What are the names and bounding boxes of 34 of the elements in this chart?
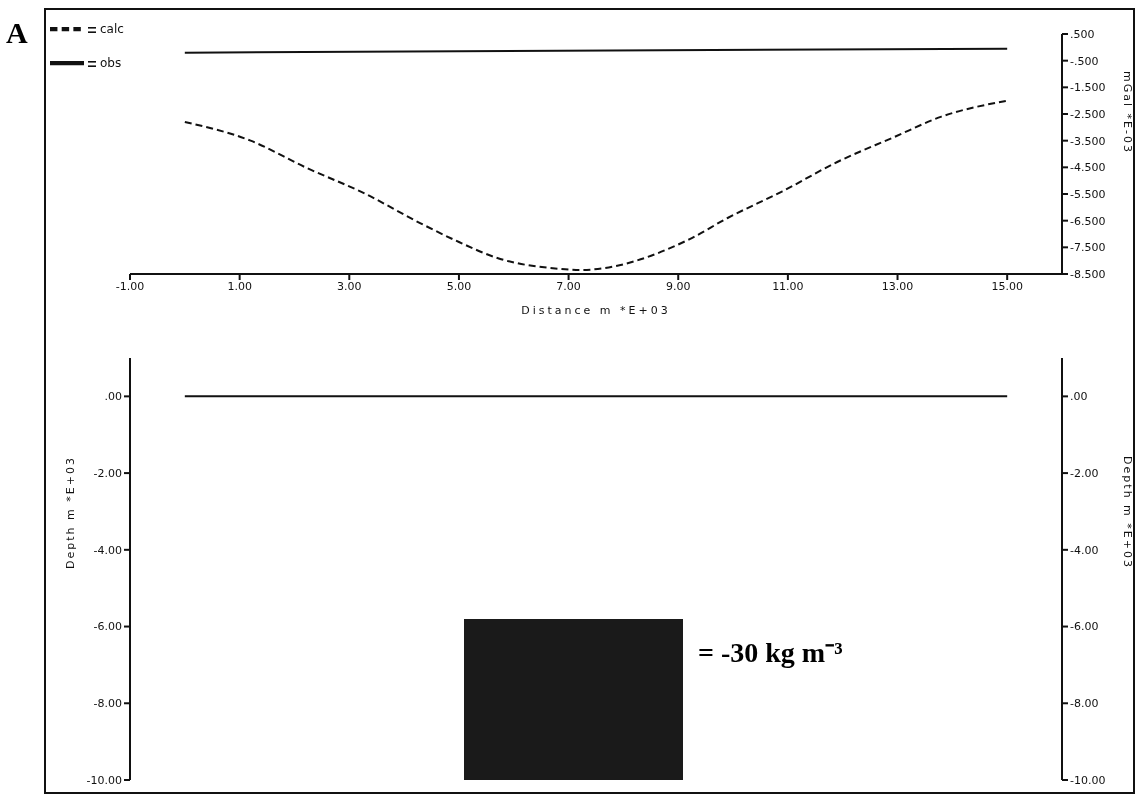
legend-label: calc	[99, 21, 124, 36]
y-tick-label: -10.00	[86, 773, 122, 787]
x-tick-label: 13.00	[881, 279, 914, 293]
text: A	[6, 16, 28, 50]
x-tick-label: 11.00	[772, 279, 804, 293]
y-axis-title: Depth m *E+03	[63, 456, 77, 569]
y-tick-label: .00	[104, 390, 122, 404]
y-tick-label: -8.500	[1070, 267, 1106, 281]
y-tick-label: -7.500	[1070, 241, 1106, 255]
y-tick-label: -1.500	[1070, 81, 1106, 95]
y-tick-label: -8.00	[93, 697, 122, 711]
y-tick-label: -6.500	[1070, 214, 1106, 228]
y-tick-label: -4.500	[1070, 161, 1106, 175]
y-tick-label: -2.00	[93, 467, 122, 480]
y-tick-label: -4.00	[93, 543, 122, 557]
y-axis-title: mGal *E-03	[1121, 71, 1135, 154]
x-tick-label: 7.00	[556, 279, 581, 293]
x-axis-title: Distance m *E+03	[521, 304, 671, 317]
x-tick-label: 3.00	[337, 279, 362, 293]
line-series	[183, 99, 1009, 271]
x-tick-label: 1.00	[227, 279, 252, 293]
annotation: = -30 kg m⁻³	[698, 636, 843, 670]
y-tick-label: -5.500	[1070, 187, 1106, 201]
y-tick-label: -3.500	[1070, 134, 1106, 148]
y-tick-label: .500	[1070, 27, 1095, 41]
y-tick-label: -6.00	[93, 620, 122, 634]
legend-label: obs	[99, 55, 122, 70]
y2-axis-title: Depth m *E+03	[1121, 456, 1135, 569]
x-tick-label: 5.00	[446, 279, 472, 293]
x-tick-label: -1.00	[115, 279, 145, 293]
y-tick-label: -.500	[1070, 54, 1099, 68]
x-tick-label: 9.00	[665, 279, 691, 293]
y-tick-label: -2.500	[1070, 107, 1106, 121]
x-tick-label: 15.00	[991, 279, 1023, 293]
